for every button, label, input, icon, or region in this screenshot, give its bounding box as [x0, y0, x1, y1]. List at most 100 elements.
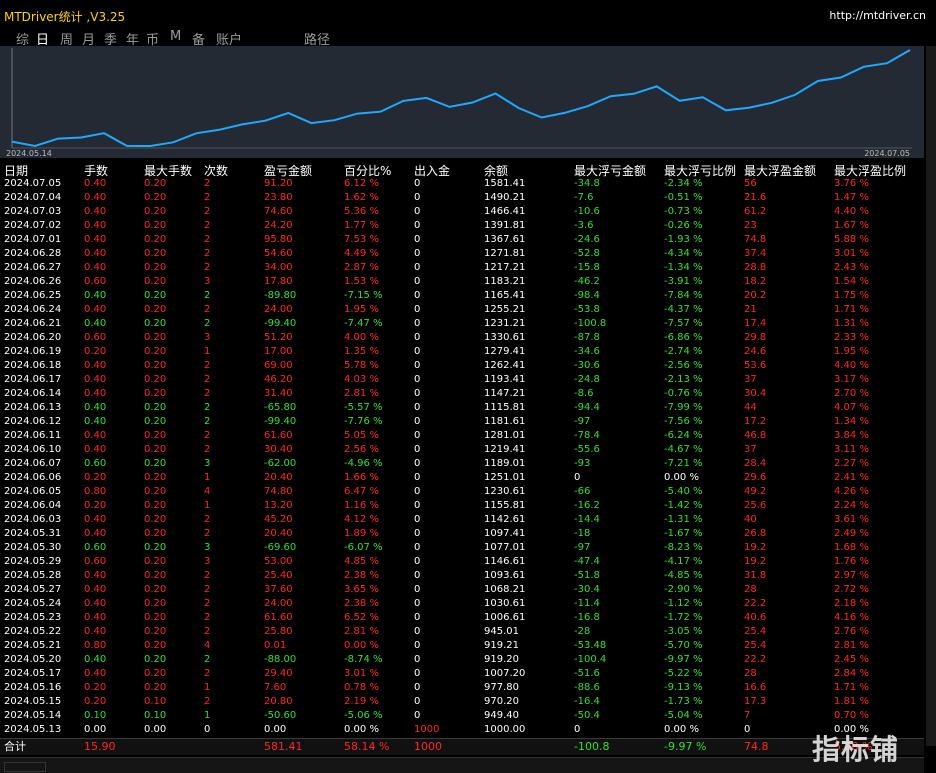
tab-5[interactable]: 年	[126, 33, 140, 48]
table-row[interactable]: 2024.05.30 0.60 0.20 3 -69.60 -6.07 % 0 1077.01…	[0, 541, 924, 555]
tab-9[interactable]: 账户	[216, 33, 243, 48]
summary-mflp: -9.97 %	[664, 740, 707, 753]
table-row[interactable]: 2024.05.14 0.10 0.10 1 -50.60 -5.06 % 0 949.40 -…	[0, 709, 924, 723]
cell-date: 2024.06.07	[4, 458, 62, 469]
column-header-max_lots[interactable]: 最大手数	[144, 164, 193, 178]
cell-mflp: -5.04 %	[664, 710, 703, 721]
cell-bal: 1391.81	[484, 220, 526, 231]
table-row[interactable]: 2024.05.27 0.40 0.20 2 37.60 3.65 % 0 1068.21 -3…	[0, 583, 924, 597]
tab-6[interactable]: 币	[146, 33, 160, 48]
cell-mfp: 22.2	[744, 654, 767, 665]
table-row[interactable]: 2024.07.03 0.40 0.20 2 74.60 5.36 % 0 1466.41 -1…	[0, 205, 924, 219]
column-header-count[interactable]: 次数	[204, 164, 229, 178]
column-header-mfp[interactable]: 最大浮盈金额	[744, 164, 817, 178]
scrollbar-thumb[interactable]	[4, 762, 46, 772]
cell-max_lots: 0.20	[144, 444, 167, 455]
table-row[interactable]: 2024.05.16 0.20 0.20 1 7.60 0.78 % 0 977.80 -88.…	[0, 681, 924, 695]
horizontal-scrollbar[interactable]	[0, 757, 924, 773]
table-row[interactable]: 2024.06.04 0.20 0.20 1 13.20 1.16 % 0 1155.81 -1…	[0, 499, 924, 513]
cell-count: 2	[204, 220, 211, 231]
cell-mfpp: 4.16 %	[834, 612, 869, 623]
table-row[interactable]: 2024.05.21 0.80 0.20 4 0.01 0.00 % 0 919.21 -53.…	[0, 639, 924, 653]
cell-pct: 2.38 %	[344, 570, 379, 581]
tab-10[interactable]: 路径	[304, 33, 331, 48]
website-link[interactable]: http://mtdriver.cn	[829, 9, 926, 22]
summary-label: 合计	[4, 740, 26, 753]
cell-count: 2	[204, 430, 211, 441]
table-row[interactable]: 2024.07.01 0.40 0.20 2 95.80 7.53 % 0 1367.61 -2…	[0, 233, 924, 247]
tab-0[interactable]: 综	[16, 33, 30, 48]
table-row[interactable]: 2024.06.14 0.40 0.20 2 31.40 2.81 % 0 1147.21 -8…	[0, 387, 924, 401]
table-row[interactable]: 2024.05.29 0.60 0.20 3 53.00 4.85 % 0 1146.61 -4…	[0, 555, 924, 569]
table-row[interactable]: 2024.05.20 0.40 0.20 2 -88.00 -8.74 % 0 919.20 -…	[0, 653, 924, 667]
vertical-scrollbar[interactable]	[926, 46, 936, 746]
cell-count: 1	[204, 500, 211, 511]
tab-8[interactable]: 备	[192, 33, 206, 48]
cell-date: 2024.06.17	[4, 374, 62, 385]
cell-count: 2	[204, 402, 211, 413]
tab-4[interactable]: 季	[104, 33, 118, 48]
table-row[interactable]: 2024.06.07 0.60 0.20 3 -62.00 -4.96 % 0 1189.01…	[0, 457, 924, 471]
cell-mfpp: 2.72 %	[834, 584, 869, 595]
column-header-mfl[interactable]: 最大浮亏金额	[574, 164, 647, 178]
column-header-io[interactable]: 出入金	[414, 164, 451, 178]
cell-mfpp: 5.88 %	[834, 234, 869, 245]
table-row[interactable]: 2024.05.23 0.40 0.20 2 61.60 6.52 % 0 1006.61 -1…	[0, 611, 924, 625]
summary-mfp: 74.8	[744, 740, 769, 753]
table-row[interactable]: 2024.05.24 0.40 0.20 2 24.00 2.38 % 0 1030.61 -1…	[0, 597, 924, 611]
table-row[interactable]: 2024.06.28 0.40 0.20 2 54.60 4.49 % 0 1271.81 -5…	[0, 247, 924, 261]
table-row[interactable]: 2024.06.13 0.40 0.20 2 -65.80 -5.57 % 0 1115.81…	[0, 401, 924, 415]
table-row[interactable]: 2024.06.12 0.40 0.20 2 -99.40 -7.76 % 0 1181.61…	[0, 415, 924, 429]
table-row[interactable]: 2024.06.26 0.60 0.20 3 17.80 1.53 % 0 1183.21 -4…	[0, 275, 924, 289]
column-header-bal[interactable]: 余额	[484, 164, 509, 178]
table-row[interactable]: 2024.06.21 0.40 0.20 2 -99.40 -7.47 % 0 1231.21…	[0, 317, 924, 331]
table-row[interactable]: 2024.05.31 0.40 0.20 2 20.40 1.89 % 0 1097.41 -1…	[0, 527, 924, 541]
cell-pct: 6.12 %	[344, 178, 379, 189]
tab-3[interactable]: 月	[82, 33, 96, 48]
cell-mfl: -51.8	[574, 570, 600, 581]
column-header-lots[interactable]: 手数	[84, 164, 109, 178]
column-header-pct[interactable]: 百分比%	[344, 164, 392, 178]
cell-pnl: -65.80	[264, 402, 297, 413]
table-row[interactable]: 2024.06.03 0.40 0.20 2 45.20 4.12 % 0 1142.61 -1…	[0, 513, 924, 527]
column-header-pnl[interactable]: 盈亏金额	[264, 164, 313, 178]
tab-2[interactable]: 周	[60, 33, 74, 48]
cell-count: 2	[204, 374, 211, 385]
tab-7[interactable]: M	[170, 29, 182, 44]
table-row[interactable]: 2024.07.04 0.40 0.20 2 23.80 1.62 % 0 1490.21 -7…	[0, 191, 924, 205]
table-row[interactable]: 2024.06.17 0.40 0.20 2 46.20 4.03 % 0 1193.41 -2…	[0, 373, 924, 387]
cell-bal: 1490.21	[484, 192, 526, 203]
table-row[interactable]: 2024.06.24 0.40 0.20 2 24.00 1.95 % 0 1255.21 -5…	[0, 303, 924, 317]
table-row[interactable]: 2024.06.19 0.20 0.20 1 17.00 1.35 % 0 1279.41 -3…	[0, 345, 924, 359]
table-row[interactable]: 2024.05.28 0.40 0.20 2 25.40 2.38 % 0 1093.61 -5…	[0, 569, 924, 583]
column-header-date[interactable]: 日期	[4, 164, 29, 178]
cell-mfpp: 1.31 %	[834, 318, 869, 329]
table-row[interactable]: 2024.05.22 0.40 0.20 2 25.80 2.81 % 0 945.01 -28…	[0, 625, 924, 639]
table-row[interactable]: 2024.07.05 0.40 0.20 2 91.20 6.12 % 0 1581.41 -3…	[0, 177, 924, 191]
table-row[interactable]: 2024.06.27 0.40 0.20 2 34.00 2.87 % 0 1217.21 -1…	[0, 261, 924, 275]
column-header-mflp[interactable]: 最大浮亏比例	[664, 164, 737, 178]
table-row[interactable]: 2024.06.06 0.20 0.20 1 20.40 1.66 % 0 1251.01 0 0…	[0, 471, 924, 485]
table-row[interactable]: 2024.06.11 0.40 0.20 2 61.60 5.05 % 0 1281.01 -7…	[0, 429, 924, 443]
tab-1[interactable]: 日	[36, 33, 50, 48]
cell-pct: -8.74 %	[344, 654, 383, 665]
table-row[interactable]: 2024.06.20 0.60 0.20 3 51.20 4.00 % 0 1330.61 -8…	[0, 331, 924, 345]
table-row[interactable]: 2024.06.05 0.80 0.20 4 74.80 6.47 % 0 1230.61 -6…	[0, 485, 924, 499]
table-row[interactable]: 2024.05.17 0.40 0.20 2 29.40 3.01 % 0 1007.20 -5…	[0, 667, 924, 681]
table-row[interactable]: 2024.06.10 0.40 0.20 2 30.40 2.56 % 0 1219.41 -5…	[0, 443, 924, 457]
cell-io: 0	[414, 668, 421, 679]
cell-lots: 0.80	[84, 486, 107, 497]
cell-mfp: 17.2	[744, 416, 767, 427]
cell-max_lots: 0.20	[144, 402, 167, 413]
table-row[interactable]: 2024.07.02 0.40 0.20 2 24.20 1.77 % 0 1391.81 -3…	[0, 219, 924, 233]
cell-io: 0	[414, 444, 421, 455]
cell-max_lots: 0.20	[144, 248, 167, 259]
table-row[interactable]: 2024.06.18 0.40 0.20 2 69.00 5.78 % 0 1262.41 -3…	[0, 359, 924, 373]
table-row[interactable]: 2024.05.13 0.00 0.00 0 0.00 0.00 % 1000 1000.00…	[0, 723, 924, 737]
cell-mfl: -53.48	[574, 640, 607, 651]
table-row[interactable]: 2024.06.25 0.40 0.20 2 -89.80 -7.15 % 0 1165.41…	[0, 289, 924, 303]
column-header-mfpp[interactable]: 最大浮盈比例	[834, 164, 907, 178]
cell-bal: 1367.61	[484, 234, 526, 245]
cell-count: 1	[204, 710, 211, 721]
table-row[interactable]: 2024.05.15 0.20 0.10 2 20.80 2.19 % 0 970.20 -16…	[0, 695, 924, 709]
